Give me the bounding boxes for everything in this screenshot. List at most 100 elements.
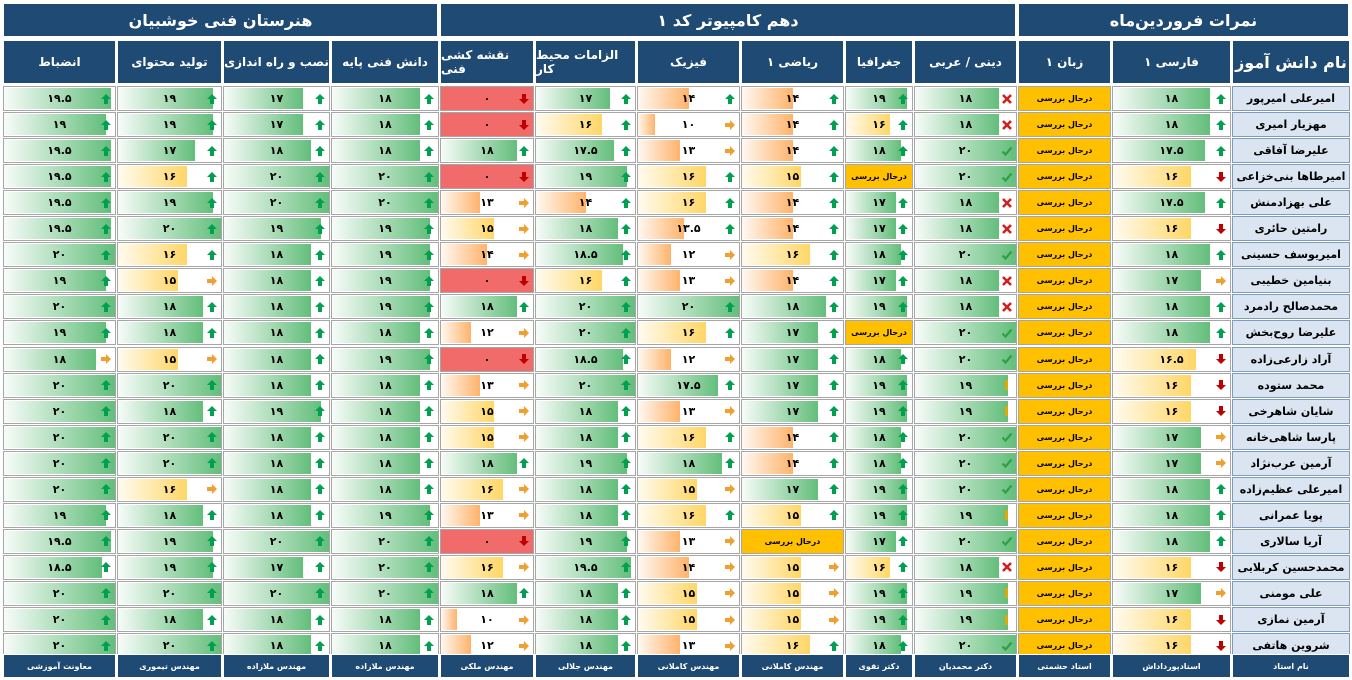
score-basic[interactable]: ۲۰ (331, 580, 439, 606)
score-discipline[interactable]: ۱۹ (3, 502, 116, 528)
score-discipline[interactable]: ۱۹.۵ (3, 164, 116, 190)
score-math[interactable]: ۱۴ (741, 86, 844, 112)
score-install[interactable]: ۱۸ (223, 294, 330, 320)
score-math[interactable]: ۱۵ (741, 607, 844, 633)
score-install[interactable]: ۱۸ (223, 476, 330, 502)
score-physics[interactable]: ۱۶ (637, 424, 740, 450)
score-basic[interactable]: ۱۸ (331, 607, 439, 633)
score-install[interactable]: ۲۰ (223, 580, 330, 606)
score-discipline[interactable]: ۱۹.۵ (3, 86, 116, 112)
score-math[interactable]: ۱۵ (741, 580, 844, 606)
score-geo[interactable]: ۱۶ (845, 554, 913, 580)
col-header-name[interactable]: نام دانش آموز (1232, 40, 1350, 84)
score-workenv[interactable]: ۱۴ (535, 190, 636, 216)
score-farsi[interactable]: ۱۸ (1112, 502, 1231, 528)
score-religion[interactable]: ۱۸ (914, 268, 1017, 294)
score-drawing[interactable]: ۰ (440, 164, 534, 190)
score-basic[interactable]: ۱۸ (331, 424, 439, 450)
score-workenv[interactable]: ۲۰ (535, 320, 636, 346)
score-drawing[interactable]: ۱۲ (440, 320, 534, 346)
score-religion[interactable]: ۱۹ (914, 502, 1017, 528)
score-physics[interactable]: ۱۳ (637, 398, 740, 424)
score-drawing[interactable]: ۱۳ (440, 190, 534, 216)
score-basic[interactable]: ۱۹ (331, 216, 439, 242)
score-math[interactable]: ۱۷ (741, 320, 844, 346)
score-religion[interactable]: ۱۸ (914, 86, 1017, 112)
score-drawing[interactable]: ۱۲ (440, 633, 534, 659)
score-install[interactable]: ۱۸ (223, 450, 330, 476)
score-drawing[interactable]: ۱۵ (440, 424, 534, 450)
score-religion[interactable]: ۲۰ (914, 528, 1017, 554)
score-discipline[interactable]: ۱۹ (3, 320, 116, 346)
score-physics[interactable]: ۱۲ (637, 242, 740, 268)
score-farsi[interactable]: ۱۸ (1112, 242, 1231, 268)
score-basic[interactable]: ۱۹ (331, 346, 439, 372)
score-farsi[interactable]: ۱۶ (1112, 372, 1231, 398)
score-math[interactable]: ۱۵ (741, 164, 844, 190)
score-math[interactable]: ۱۴ (741, 112, 844, 138)
score-religion[interactable]: ۱۸ (914, 294, 1017, 320)
score-install[interactable]: ۱۸ (223, 242, 330, 268)
score-physics[interactable]: ۱۷.۵ (637, 372, 740, 398)
score-drawing[interactable]: ۰ (440, 268, 534, 294)
score-farsi[interactable]: ۱۸ (1112, 528, 1231, 554)
score-drawing[interactable]: ۱۳ (440, 372, 534, 398)
col-header-english[interactable]: زبان ۱ (1018, 40, 1111, 84)
score-math[interactable]: ۱۴ (741, 138, 844, 164)
score-drawing[interactable]: ۱۵ (440, 398, 534, 424)
score-drawing[interactable]: ۱۸ (440, 580, 534, 606)
score-workenv[interactable]: ۱۸ (535, 424, 636, 450)
score-discipline[interactable]: ۱۹.۵ (3, 528, 116, 554)
score-farsi[interactable]: ۱۸ (1112, 476, 1231, 502)
score-farsi[interactable]: ۱۸ (1112, 320, 1231, 346)
score-basic[interactable]: ۱۸ (331, 320, 439, 346)
score-discipline[interactable]: ۲۰ (3, 476, 116, 502)
score-workenv[interactable]: ۱۷ (535, 86, 636, 112)
score-religion[interactable]: ۱۸ (914, 216, 1017, 242)
score-farsi[interactable]: ۱۸ (1112, 86, 1231, 112)
score-farsi[interactable]: ۱۷.۵ (1112, 138, 1231, 164)
score-religion[interactable]: ۱۸ (914, 190, 1017, 216)
score-drawing[interactable]: ۱۸ (440, 138, 534, 164)
score-workenv[interactable]: ۱۹ (535, 450, 636, 476)
score-religion[interactable]: ۱۹ (914, 372, 1017, 398)
score-install[interactable]: ۱۷ (223, 86, 330, 112)
score-geo[interactable]: ۱۸ (845, 424, 913, 450)
score-discipline[interactable]: ۱۹.۵ (3, 216, 116, 242)
score-content[interactable]: ۱۵ (117, 268, 222, 294)
score-drawing[interactable]: ۱۰ (440, 607, 534, 633)
score-discipline[interactable]: ۲۰ (3, 424, 116, 450)
score-basic[interactable]: ۲۰ (331, 554, 439, 580)
score-basic[interactable]: ۲۰ (331, 164, 439, 190)
score-discipline[interactable]: ۲۰ (3, 580, 116, 606)
score-geo[interactable]: ۱۸ (845, 242, 913, 268)
score-workenv[interactable]: ۲۰ (535, 372, 636, 398)
score-physics[interactable]: ۱۳ (637, 528, 740, 554)
score-drawing[interactable]: ۱۳ (440, 502, 534, 528)
score-farsi[interactable]: ۱۶.۵ (1112, 346, 1231, 372)
score-content[interactable]: ۲۰ (117, 216, 222, 242)
score-geo[interactable]: ۱۸ (845, 450, 913, 476)
score-geo[interactable]: ۱۷ (845, 268, 913, 294)
score-workenv[interactable]: ۱۹.۵ (535, 554, 636, 580)
score-content[interactable]: ۱۵ (117, 346, 222, 372)
score-content[interactable]: ۲۰ (117, 424, 222, 450)
score-drawing[interactable]: ۱۶ (440, 476, 534, 502)
score-basic[interactable]: ۲۰ (331, 190, 439, 216)
score-discipline[interactable]: ۱۸ (3, 346, 116, 372)
score-install[interactable]: ۱۸ (223, 320, 330, 346)
col-header-religion[interactable]: دینی / عربی (914, 40, 1017, 84)
score-drawing[interactable]: ۰ (440, 528, 534, 554)
score-basic[interactable]: ۱۹ (331, 502, 439, 528)
score-religion[interactable]: ۱۹ (914, 580, 1017, 606)
score-basic[interactable]: ۱۹ (331, 268, 439, 294)
score-geo[interactable]: ۱۶ (845, 112, 913, 138)
score-basic[interactable]: ۱۸ (331, 372, 439, 398)
score-drawing[interactable]: ۱۸ (440, 294, 534, 320)
score-geo[interactable]: ۱۸ (845, 346, 913, 372)
score-physics[interactable]: ۱۴ (637, 554, 740, 580)
score-workenv[interactable]: ۱۸ (535, 580, 636, 606)
score-geo[interactable]: ۱۹ (845, 580, 913, 606)
col-header-physics[interactable]: فیزیک (637, 40, 740, 84)
col-header-drawing[interactable]: نقشه کشی فنی (440, 40, 534, 84)
